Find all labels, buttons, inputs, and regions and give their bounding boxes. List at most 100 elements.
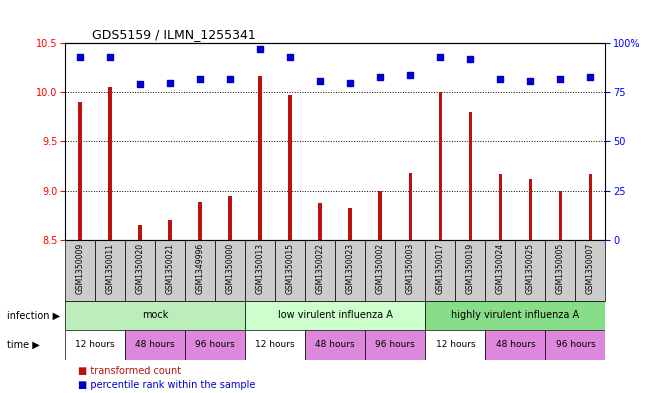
Bar — [516, 240, 546, 301]
Point — [105, 54, 115, 60]
Bar — [185, 330, 245, 360]
Text: low virulent influenza A: low virulent influenza A — [278, 310, 393, 320]
Point — [375, 73, 385, 80]
Bar — [348, 208, 352, 240]
Text: GSM1350022: GSM1350022 — [316, 243, 325, 294]
Point — [285, 54, 296, 60]
Point — [465, 56, 475, 62]
Point — [345, 79, 355, 86]
Text: GSM1350019: GSM1350019 — [466, 243, 475, 294]
Text: GSM1350003: GSM1350003 — [406, 243, 415, 294]
Point — [195, 75, 206, 82]
Text: 48 hours: 48 hours — [495, 340, 535, 349]
Text: GSM1350011: GSM1350011 — [105, 243, 115, 294]
Text: 48 hours: 48 hours — [135, 340, 175, 349]
Bar — [546, 330, 605, 360]
Point — [555, 75, 566, 82]
Text: ■ transformed count: ■ transformed count — [78, 366, 181, 376]
Bar — [125, 330, 185, 360]
Bar — [125, 240, 155, 301]
Bar — [365, 330, 425, 360]
Text: GSM1350000: GSM1350000 — [226, 243, 235, 294]
Text: time ▶: time ▶ — [7, 340, 39, 350]
Bar — [95, 240, 125, 301]
Point — [495, 75, 506, 82]
Text: mock: mock — [142, 310, 169, 320]
Bar — [378, 191, 382, 240]
Text: 96 hours: 96 hours — [376, 340, 415, 349]
Bar — [455, 240, 486, 301]
Bar — [486, 240, 516, 301]
Text: GSM1350009: GSM1350009 — [76, 243, 85, 294]
Point — [75, 54, 85, 60]
Point — [435, 54, 445, 60]
Bar — [529, 179, 532, 240]
Bar — [559, 191, 562, 240]
Bar — [108, 87, 112, 240]
Text: GSM1349996: GSM1349996 — [196, 243, 204, 294]
Bar — [409, 173, 412, 240]
Bar — [215, 240, 245, 301]
Bar — [185, 240, 215, 301]
Bar — [65, 240, 95, 301]
Text: GSM1350015: GSM1350015 — [286, 243, 295, 294]
Text: GSM1350021: GSM1350021 — [165, 243, 174, 294]
Bar — [486, 330, 546, 360]
Text: 12 hours: 12 hours — [436, 340, 475, 349]
Text: GSM1350024: GSM1350024 — [496, 243, 505, 294]
Bar — [499, 174, 502, 240]
Bar — [245, 330, 305, 360]
Text: highly virulent influenza A: highly virulent influenza A — [451, 310, 579, 320]
Text: 96 hours: 96 hours — [555, 340, 595, 349]
Text: GSM1350002: GSM1350002 — [376, 243, 385, 294]
Text: ■ percentile rank within the sample: ■ percentile rank within the sample — [78, 380, 255, 390]
Point — [525, 77, 536, 84]
Bar — [546, 240, 575, 301]
Bar — [395, 240, 425, 301]
Bar — [589, 174, 592, 240]
Text: GSM1350020: GSM1350020 — [135, 243, 145, 294]
Bar — [229, 196, 232, 240]
Bar — [169, 220, 172, 240]
Text: 12 hours: 12 hours — [76, 340, 115, 349]
Text: GSM1350023: GSM1350023 — [346, 243, 355, 294]
Bar — [155, 240, 185, 301]
Text: GDS5159 / ILMN_1255341: GDS5159 / ILMN_1255341 — [92, 28, 256, 40]
Bar — [305, 240, 335, 301]
Bar — [65, 301, 245, 330]
Text: 96 hours: 96 hours — [195, 340, 235, 349]
Text: GSM1350007: GSM1350007 — [586, 243, 595, 294]
Text: GSM1350005: GSM1350005 — [556, 243, 565, 294]
Point — [255, 46, 266, 52]
Bar — [575, 240, 605, 301]
Bar — [245, 301, 425, 330]
Text: infection ▶: infection ▶ — [7, 310, 60, 320]
Text: GSM1350025: GSM1350025 — [526, 243, 535, 294]
Text: GSM1350017: GSM1350017 — [436, 243, 445, 294]
Bar — [305, 330, 365, 360]
Point — [135, 81, 145, 88]
Bar — [258, 75, 262, 240]
Point — [225, 75, 236, 82]
Bar — [425, 330, 486, 360]
Point — [165, 79, 175, 86]
Text: 48 hours: 48 hours — [316, 340, 355, 349]
Bar — [439, 92, 442, 240]
Bar — [469, 112, 472, 240]
Bar — [288, 95, 292, 240]
Bar — [425, 240, 455, 301]
Text: 12 hours: 12 hours — [255, 340, 295, 349]
Bar — [335, 240, 365, 301]
Bar — [365, 240, 395, 301]
Bar — [65, 330, 125, 360]
Bar — [425, 301, 605, 330]
Point — [405, 72, 415, 78]
Bar — [275, 240, 305, 301]
Bar — [78, 102, 82, 240]
Point — [315, 77, 326, 84]
Bar — [318, 204, 322, 240]
Bar — [245, 240, 275, 301]
Text: GSM1350013: GSM1350013 — [256, 243, 265, 294]
Point — [585, 73, 596, 80]
Bar — [139, 225, 142, 240]
